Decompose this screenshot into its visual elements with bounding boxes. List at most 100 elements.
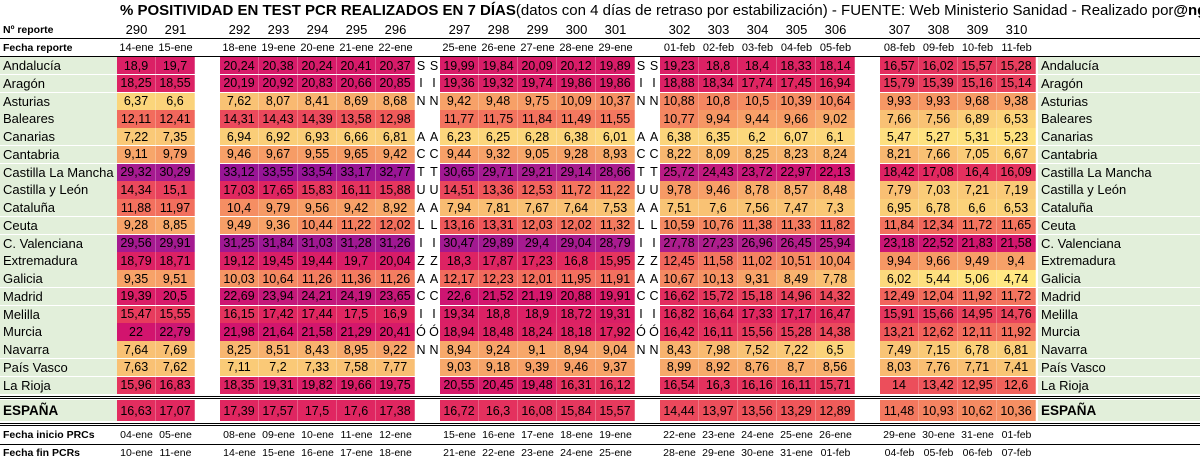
page-title: % POSITIVIDAD EN TEST PCR REALIZADOS EN … (120, 0, 1200, 20)
positivity-value: 20,37 (376, 57, 415, 75)
positivity-value: 7,69 (156, 341, 195, 359)
positivity-value: 9,42 (376, 145, 415, 163)
positivity-value: 20,41 (376, 323, 415, 341)
gap-spacer (195, 376, 220, 394)
positivity-value: 7,64 (557, 199, 596, 217)
end-date: 10-ene (120, 447, 153, 460)
gap-spacer (195, 163, 220, 181)
end-date: 04-feb (884, 447, 915, 460)
positivity-value: 21,64 (259, 323, 298, 341)
positivity-value: 7,05 (958, 145, 997, 163)
positivity-value: 8,94 (557, 341, 596, 359)
positivity-value: 29,14 (557, 163, 596, 181)
positivity-value: 21,52 (479, 287, 518, 305)
total-value: 13,29 (777, 400, 816, 422)
positivity-value: 9,93 (919, 92, 958, 110)
positivity-value: 11,77 (440, 110, 479, 128)
positivity-value: 7,21 (958, 181, 997, 199)
gap-spacer (855, 234, 880, 252)
gap-letter: Ó (648, 323, 660, 341)
positivity-value: 15,55 (156, 305, 195, 323)
positivity-value: 9,55 (298, 145, 337, 163)
gap-spacer (855, 128, 880, 146)
positivity-value: 29,21 (518, 163, 557, 181)
positivity-value: 18,94 (440, 323, 479, 341)
gap-spacer (195, 216, 220, 234)
positivity-value: 18,8 (699, 57, 738, 75)
report-date: 08-feb (883, 41, 916, 54)
gap-letter: N (415, 341, 427, 359)
gap-spacer (855, 216, 880, 234)
positivity-value: 18,18 (557, 323, 596, 341)
positivity-value: 27,23 (699, 234, 738, 252)
positivity-value: 6,67 (997, 145, 1036, 163)
positivity-value: 17,03 (220, 181, 259, 199)
region-name-right: La Rioja (1038, 376, 1200, 394)
region-name-right: Andalucía (1038, 57, 1200, 75)
region-name-right: País Vasco (1038, 358, 1200, 376)
positivity-value: 6,6 (958, 199, 997, 217)
positivity-value: 20,24 (220, 57, 259, 75)
positivity-value: 11,26 (298, 270, 337, 288)
positivity-value: 8,76 (738, 358, 777, 376)
positivity-value: 7,81 (479, 199, 518, 217)
positivity-value: 15,66 (919, 305, 958, 323)
positivity-value: 8,93 (596, 145, 635, 163)
region-name: Andalucía (0, 57, 117, 75)
gap-letter: I (415, 305, 427, 323)
positivity-value: 20,66 (337, 74, 376, 92)
positivity-value: 15,57 (958, 57, 997, 75)
positivity-value: 5,06 (958, 270, 997, 288)
gap-letter: A (428, 128, 440, 146)
positivity-value: 11,22 (596, 181, 635, 199)
positivity-value: 11,72 (958, 216, 997, 234)
positivity-value: 16,54 (660, 376, 699, 394)
positivity-value: 20,45 (479, 376, 518, 394)
gap-letter: A (648, 199, 660, 217)
positivity-value: 13,42 (919, 376, 958, 394)
positivity-value: 16,31 (557, 376, 596, 394)
gap-letter: I (648, 74, 660, 92)
gap-letter: L (415, 216, 427, 234)
positivity-value: 18,71 (156, 252, 195, 270)
positivity-value: 18,9 (518, 305, 557, 323)
positivity-value: 10,77 (660, 110, 699, 128)
positivity-value: 6,38 (660, 128, 699, 146)
positivity-value: 8,92 (699, 358, 738, 376)
positivity-value: 20,5 (156, 287, 195, 305)
report-date: 01-feb (663, 41, 696, 54)
positivity-value: 9,36 (259, 216, 298, 234)
positivity-value: 15,83 (298, 181, 337, 199)
positivity-value: 29,56 (117, 234, 156, 252)
positivity-value: 6,01 (596, 128, 635, 146)
start-date: 31-ene (961, 429, 994, 442)
gap-letter: A (648, 128, 660, 146)
total-value: 16,08 (518, 400, 557, 422)
positivity-value: 15,95 (596, 252, 635, 270)
gap-letter: A (635, 270, 647, 288)
gap-letter: Z (415, 252, 427, 270)
positivity-value: 16,94 (816, 74, 855, 92)
positivity-value: 22,6 (440, 287, 479, 305)
positivity-value: 22,52 (919, 234, 958, 252)
positivity-value: 17,33 (738, 305, 777, 323)
positivity-value: 7,67 (518, 199, 557, 217)
gap-letter: A (415, 128, 427, 146)
positivity-value: 18,3 (440, 252, 479, 270)
positivity-value: 9,67 (259, 145, 298, 163)
gap-letter: N (415, 92, 427, 110)
positivity-value: 6,66 (337, 128, 376, 146)
positivity-value: 10,64 (816, 92, 855, 110)
gap-letter: Z (648, 252, 660, 270)
positivity-value: 24,19 (337, 287, 376, 305)
region-name-right: Asturias (1038, 92, 1200, 110)
gap-spacer (855, 92, 880, 110)
positivity-value: 9,46 (557, 358, 596, 376)
positivity-value: 18,24 (518, 323, 557, 341)
region-name-right: Cataluña (1038, 199, 1200, 217)
start-date-label: Fecha inicio PRCs (3, 429, 95, 442)
positivity-value: 4,74 (997, 270, 1036, 288)
positivity-value: 7,53 (596, 199, 635, 217)
positivity-value: 33,12 (220, 163, 259, 181)
positivity-value: 9,79 (259, 199, 298, 217)
